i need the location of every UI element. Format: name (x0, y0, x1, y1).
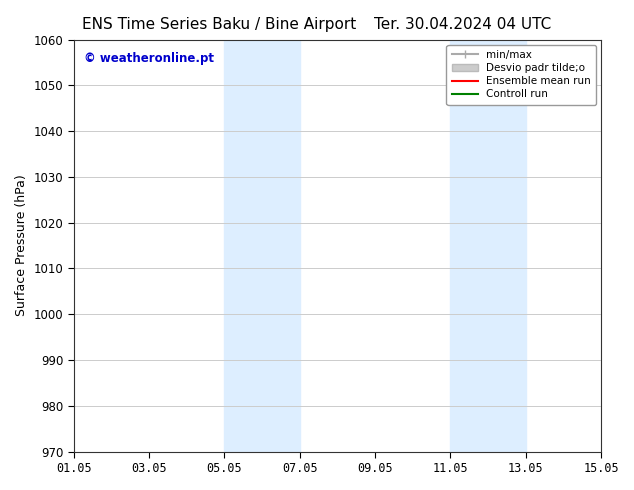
Y-axis label: Surface Pressure (hPa): Surface Pressure (hPa) (15, 175, 28, 317)
Legend: min/max, Desvio padr tilde;o, Ensemble mean run, Controll run: min/max, Desvio padr tilde;o, Ensemble m… (446, 45, 596, 104)
Text: Ter. 30.04.2024 04 UTC: Ter. 30.04.2024 04 UTC (374, 17, 552, 32)
Bar (451, 40, 526, 452)
Bar (224, 40, 300, 452)
Text: ENS Time Series Baku / Bine Airport: ENS Time Series Baku / Bine Airport (82, 17, 357, 32)
Text: © weatheronline.pt: © weatheronline.pt (84, 52, 214, 65)
